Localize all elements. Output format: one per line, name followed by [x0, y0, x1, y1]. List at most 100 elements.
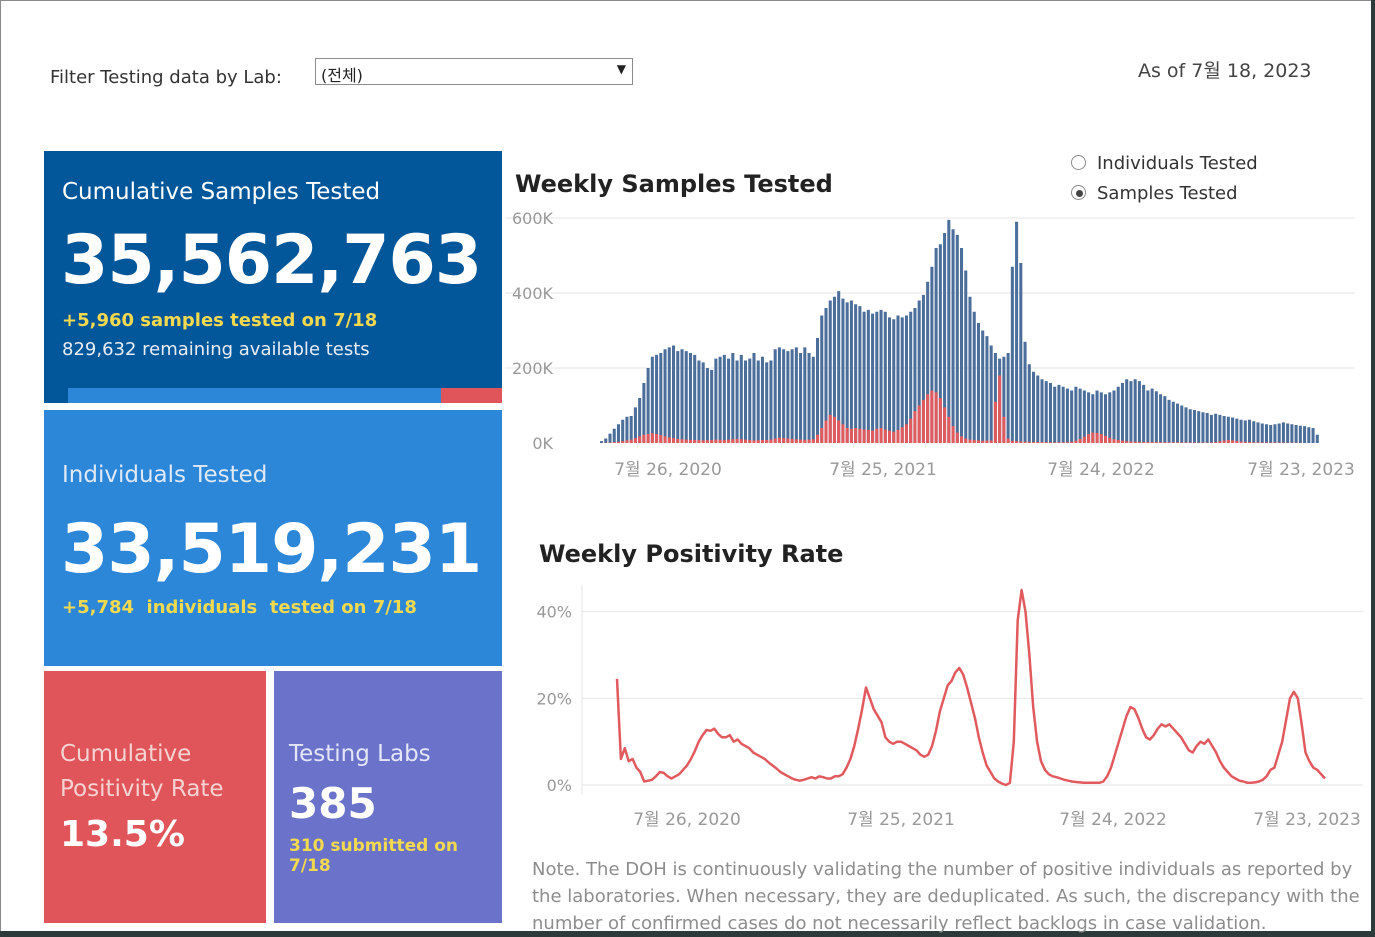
bar-positive	[756, 440, 760, 443]
bar-positive	[1269, 442, 1273, 443]
bar-samples	[993, 353, 997, 443]
bar-positive	[739, 439, 743, 443]
bar-positive	[998, 375, 1002, 443]
bar-positive	[1133, 441, 1137, 443]
bar-positive	[1010, 440, 1014, 443]
bar-positive	[799, 439, 803, 443]
cumulative-samples-tile: Cumulative Samples Tested 35,562,763 +5,…	[44, 151, 502, 403]
bar-positive	[1116, 440, 1120, 443]
bar-positive	[1002, 416, 1006, 443]
bar-samples	[782, 349, 786, 443]
bar-samples	[976, 323, 980, 443]
bar-samples	[646, 368, 650, 443]
positivity-line	[615, 588, 1326, 787]
bar-positive	[981, 440, 985, 443]
bar-samples	[604, 438, 608, 443]
bar-positive	[816, 434, 820, 443]
bar-samples	[1307, 427, 1311, 443]
bar-samples	[697, 360, 701, 443]
bar-samples	[790, 349, 794, 443]
bar-samples	[811, 356, 815, 443]
radio-samples-tested[interactable]: Samples Tested	[1071, 183, 1271, 205]
bar-positive	[697, 440, 701, 443]
bar-positive	[1036, 442, 1040, 443]
bar-positive	[638, 436, 642, 443]
bar-positive	[1044, 442, 1048, 443]
bar-samples	[875, 311, 879, 443]
filter-label: Filter Testing data by Lab:	[50, 67, 282, 88]
cumulative-positivity-value: 13.5%	[60, 814, 185, 855]
bar-samples	[1218, 414, 1222, 443]
bar-samples	[1078, 388, 1082, 443]
bar-positive	[731, 439, 735, 443]
bar-samples	[1082, 390, 1086, 443]
bar-positive	[807, 439, 811, 443]
y-tick-label: 0%	[547, 776, 572, 795]
bar-samples	[1315, 434, 1319, 443]
y-tick-label: 600K	[512, 209, 554, 228]
bar-positive	[1150, 442, 1154, 443]
bar-samples	[655, 354, 659, 443]
bar-samples	[871, 313, 875, 443]
bar-samples	[1239, 419, 1243, 443]
bar-samples	[1070, 390, 1074, 443]
bar-positive	[803, 439, 807, 443]
radio-label: Individuals Tested	[1097, 153, 1258, 174]
radio-individuals-tested[interactable]: Individuals Tested	[1071, 153, 1271, 175]
bar-positive	[1146, 442, 1150, 443]
bar-positive	[1176, 442, 1180, 443]
bar-positive	[960, 436, 964, 443]
bar-positive	[1095, 432, 1099, 443]
bar-samples	[1150, 388, 1154, 443]
bar-samples	[1294, 425, 1298, 443]
bar-positive	[921, 399, 925, 443]
bar-samples	[879, 309, 883, 443]
bar-samples	[676, 351, 680, 443]
bar-positive	[1137, 441, 1141, 443]
bar-samples	[1222, 416, 1226, 443]
bar-positive	[934, 392, 938, 443]
bar-samples	[1298, 425, 1302, 443]
bar-positive	[1125, 441, 1129, 443]
radio-checked-icon	[1071, 185, 1086, 200]
bar-samples	[960, 248, 964, 443]
bar-positive	[900, 427, 904, 443]
bar-samples	[1286, 423, 1290, 443]
bar-samples	[799, 353, 803, 443]
bar-positive	[722, 440, 726, 443]
bar-samples	[845, 302, 849, 443]
bar-samples	[883, 311, 887, 443]
bar-samples	[616, 424, 620, 443]
bar-positive	[832, 416, 836, 443]
bar-positive	[693, 440, 697, 443]
bar-positive	[993, 401, 997, 443]
bar-samples	[1154, 391, 1158, 443]
bar-positive	[1015, 441, 1019, 443]
bar-samples	[820, 315, 824, 443]
x-tick-label: 7월 24, 2022	[1047, 460, 1155, 480]
bar-positive	[883, 429, 887, 443]
bar-samples	[816, 338, 820, 443]
radio-label: Samples Tested	[1097, 183, 1238, 204]
bar-samples	[667, 347, 671, 443]
bar-positive	[1065, 442, 1069, 443]
bar-samples	[955, 234, 959, 443]
bar-positive	[947, 416, 951, 443]
bar-samples	[1099, 392, 1103, 443]
weekly-samples-chart: 0K 200K 400K 600K 7월 26, 2020 7월 25, 2021 7월 2…	[505, 209, 1355, 480]
bar-positive	[904, 424, 908, 443]
bar-samples	[1184, 407, 1188, 443]
bar-samples	[1192, 410, 1196, 443]
bar-samples	[608, 433, 612, 443]
bar-samples	[862, 311, 866, 443]
bar-samples	[1176, 403, 1180, 443]
bar-samples	[1269, 425, 1273, 443]
bar-positive	[1226, 440, 1230, 443]
bar-samples	[1303, 426, 1307, 443]
bar-samples	[837, 291, 841, 443]
bar-positive	[917, 405, 921, 443]
bar-positive	[646, 434, 650, 443]
lab-filter-dropdown[interactable]: (전체) ▼	[315, 58, 633, 85]
bar-samples	[985, 336, 989, 443]
cumulative-samples-value: 35,562,763	[61, 221, 482, 300]
